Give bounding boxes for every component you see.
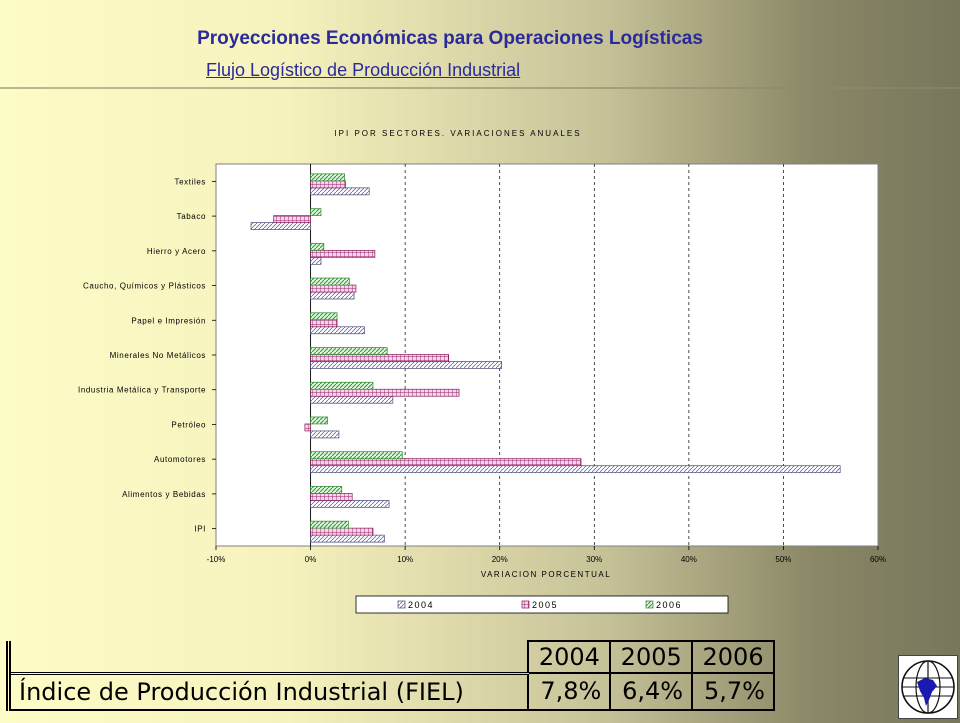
bar-2006 [310,416,328,425]
chart-title: IPI POR SECTORES. VARIACIONES ANUALES [334,129,581,138]
bar-2006 [310,208,322,216]
bar-2004 [310,500,390,508]
bar-2004 [310,361,502,369]
bar-2005 [310,354,449,362]
category-label: Industria Metálica y Transporte [78,386,206,395]
bar-2006 [310,242,325,251]
bar-2004 [310,256,322,265]
bar-2004 [310,395,394,404]
category-label: Hierro y Acero [147,247,206,256]
category-label: Alimentos y Bebidas [122,490,206,499]
chart-legend: 2004 2005 2006 [355,595,729,614]
x-tick-label: 0% [305,555,317,564]
globe-americas-logo [898,655,958,719]
category-label: Caucho, Químicos y Plásticos [83,282,206,291]
bar-2006 [310,277,350,286]
bar-2006 [310,381,374,390]
year-header-2006: 2006 [691,640,775,674]
bar-2005 [304,423,311,432]
legend-label-2005: 2005 [532,600,558,610]
x-tick-label: 10% [397,555,413,564]
bar-2005 [310,249,376,258]
category-label: Petróleo [171,420,206,429]
bar-2006 [310,347,388,355]
legend-label-2006: 2006 [656,600,682,610]
index-value-2005: 6,4% [609,673,694,711]
index-row-label: Índice de Producción Industrial (FIEL) [6,673,530,711]
index-value-2006: 5,7% [691,673,775,711]
bar-2006 [310,312,338,321]
bar-2004 [310,430,340,439]
x-tick-label: 60% [870,555,886,564]
bar-2005 [310,319,338,328]
bar-2005 [310,527,374,536]
bar-2006 [310,451,403,460]
x-tick-label: 40% [681,555,697,564]
bar-2004 [310,291,355,300]
bar-2005 [310,388,460,397]
legend-label-2004: 2004 [408,600,434,610]
bar-2004 [310,534,385,543]
page-title: Proyecciones Económicas para Operaciones… [197,28,703,49]
legend-swatch-2006 [645,600,654,609]
ipi-bar-chart: IPI POR SECTORES. VARIACIONES ANUALES Te… [78,129,886,614]
header-divider [0,87,960,89]
x-tick-label: -10% [207,555,226,564]
index-value-2004: 7,8% [527,673,612,711]
x-tick-label: 20% [492,555,508,564]
year-header-2004: 2004 [527,640,612,674]
bar-2005 [273,215,311,223]
category-label: Minerales No Metálicos [110,351,206,360]
category-label: Tabaco [177,212,206,221]
legend-swatch-2004 [397,600,406,609]
bar-2004 [310,187,370,196]
bar-2004 [310,326,365,335]
bar-2005 [310,284,357,293]
category-label: Papel e Impresión [131,316,206,325]
x-axis-title: VARIACION PORCENTUAL [481,570,611,579]
bar-2004 [310,465,841,474]
fiel-summary-table: 2004 2005 2006 Índice de Producción Indu… [6,640,775,711]
x-tick-label: 30% [586,555,602,564]
category-label: IPI [194,525,206,534]
bar-2004 [250,222,311,230]
category-label: Textiles [175,177,206,186]
bar-2006 [310,520,349,529]
table-corner [6,641,530,675]
legend-swatch-2005 [521,600,530,609]
bar-2006 [310,486,343,494]
page-subtitle-link[interactable]: Flujo Logístico de Producción Industrial [206,60,521,80]
category-label: Automotores [154,455,206,464]
bar-2005 [310,180,346,189]
year-header-2005: 2005 [609,640,694,674]
x-tick-label: 50% [775,555,791,564]
bar-2005 [310,493,353,501]
bar-2005 [310,458,582,467]
bar-2006 [310,173,345,182]
